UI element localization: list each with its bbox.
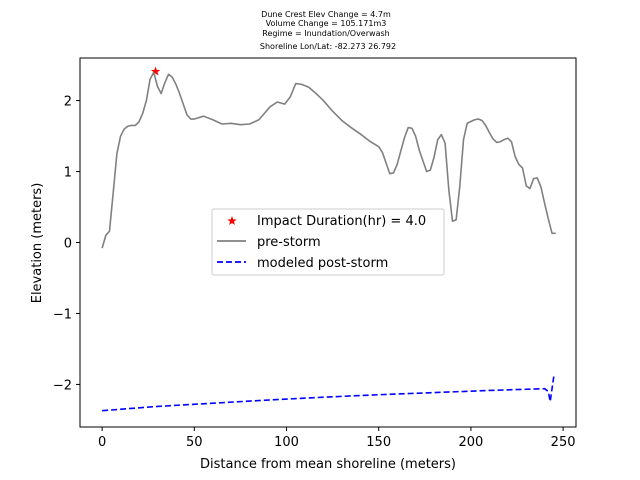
- legend-label-post-storm: modeled post-storm: [257, 256, 388, 271]
- series-line-modeled-post-storm: [102, 375, 555, 412]
- x-tick-label: 150: [366, 435, 391, 450]
- y-axis-ticks: −2 −1 0 1 2: [53, 95, 80, 393]
- legend-box: [211, 208, 445, 276]
- legend-label-pre-storm: pre-storm: [257, 235, 321, 250]
- y-tick-label: 0: [64, 237, 72, 252]
- y-axis-label: Elevation (meters): [30, 183, 45, 304]
- title-line-4: Shoreline Lon/Lat: -82.273 26.792: [260, 42, 396, 51]
- x-tick-label: 250: [551, 435, 576, 450]
- x-tick-label: 0: [98, 435, 106, 450]
- x-axis-label: Distance from mean shoreline (meters): [200, 457, 456, 472]
- x-tick-label: 200: [458, 435, 483, 450]
- legend-star-marker: [227, 216, 237, 226]
- y-tick-label: −1: [53, 307, 72, 322]
- impact-star-marker: [150, 66, 161, 76]
- y-tick-label: −2: [53, 378, 72, 393]
- x-tick-label: 100: [274, 435, 299, 450]
- series-line-pre-storm: [101, 71, 556, 249]
- title-line-3: Regime = Inundation/Overwash: [262, 29, 389, 38]
- x-tick-label: 50: [186, 435, 203, 450]
- legend: Impact Duration(hr) = 4.0 pre-storm mode…: [211, 208, 445, 276]
- series-layer: [101, 66, 556, 412]
- title-line-2: Volume Change = 105.171m3: [266, 19, 387, 28]
- title-line-1: Dune Crest Elev Change = 4.7m: [261, 10, 391, 19]
- legend-label-impact-duration: Impact Duration(hr) = 4.0: [257, 214, 426, 229]
- y-tick-label: 1: [64, 166, 72, 181]
- y-tick-label: 2: [64, 95, 72, 110]
- x-axis-ticks: 0 50 100 150 200 250: [98, 427, 576, 450]
- chart-title: Dune Crest Elev Change = 4.7m Volume Cha…: [260, 10, 396, 51]
